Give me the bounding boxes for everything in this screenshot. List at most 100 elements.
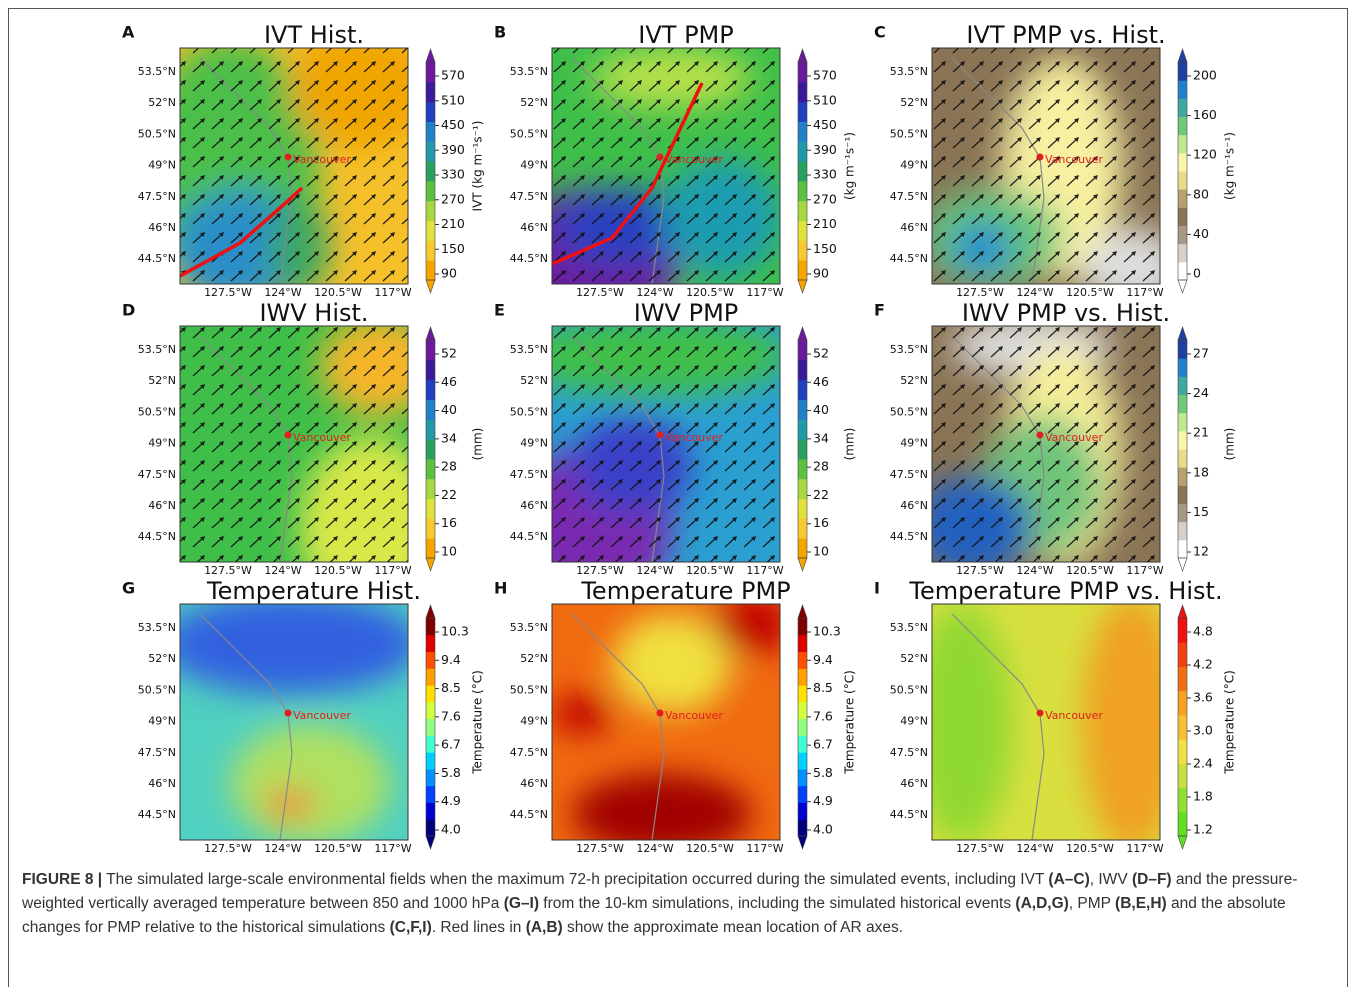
panel-letter: G [122,579,135,598]
colorbar-tick-label: 390 [441,142,465,157]
caption-segment: (A–C) [1048,871,1090,888]
colorbar-segment [426,419,435,440]
colorbar-tick-label: 120 [1193,147,1217,162]
figure-frame [8,8,1348,987]
lat-label: 46°N [148,777,176,790]
colorbar-segment [1178,152,1187,172]
colorbar-tick-label: 8.5 [441,680,461,695]
field-blob [180,604,408,694]
colorbar-extend [1177,835,1188,850]
map [180,604,408,840]
colorbar-border [425,617,436,837]
wind-arrows [552,48,780,284]
lon-label: 127.5°W [956,842,1004,855]
colorbar-segment [798,439,807,460]
panel-letter: C [874,23,886,42]
colorbar-segment [1178,243,1187,263]
colorbar-segment [1178,714,1187,740]
lat-label: 52°N [148,374,176,387]
colorbar-tick-label: 22 [441,487,457,502]
colorbar-tick-label: 4.2 [1193,657,1213,672]
wind-arrows [932,326,1160,562]
colorbar-segment [1178,261,1187,281]
city-marker [284,709,292,717]
lat-label: 52°N [900,652,928,665]
map [932,326,1160,562]
lat-label: 50.5°N [890,683,928,696]
lat-label: 47.5°N [138,746,176,759]
colorbar-segment [426,439,435,460]
city-marker [656,709,664,717]
lat-label: 53.5°N [890,343,928,356]
caption: FIGURE 8 | The simulated large-scale env… [22,868,1340,940]
lon-label: 117°W [374,564,411,577]
colorbar-segment [798,62,807,83]
lon-label: 120.5°W [1066,842,1114,855]
colorbar-segment [426,752,435,770]
colorbar-segment [798,220,807,241]
field-blob [712,604,780,654]
city-label: Vancouver [293,153,351,166]
caption-segment: (B,E,H) [1115,895,1167,912]
map [552,48,780,284]
colorbar-segment [1178,539,1187,559]
colorbar-tick-label: 150 [441,241,465,256]
colorbar-segment [1178,376,1187,395]
wind-arrows [552,326,780,562]
lat-label: 46°N [520,499,548,512]
lon-label: 127.5°W [204,842,252,855]
lon-label: 127.5°W [956,286,1004,299]
colorbar-segment [798,260,807,281]
colorbar-segment [798,618,807,636]
map-border [179,603,409,841]
lat-label: 44.5°N [510,530,548,543]
colorbar-segment [1178,642,1187,667]
colorbar-extend [797,279,808,294]
lat-label: 52°N [148,652,176,665]
lat-label: 46°N [900,777,928,790]
caption-segment: (G–I) [503,895,539,912]
map-border [931,603,1161,841]
lat-label: 49°N [900,159,928,172]
colorbar-tick-label: 10 [441,544,457,559]
city-marker [284,431,292,439]
colorbar-segment [798,340,807,361]
wind-arrows [180,48,408,284]
colorbar-segment [798,701,807,720]
lat-label: 53.5°N [138,65,176,78]
colorbar-extend [425,279,436,294]
map-border [179,325,409,563]
panel-title: IWV PMP vs. Hist. [962,299,1170,327]
colorbar-tick-label: 40 [441,402,457,417]
lat-label: 49°N [148,437,176,450]
colorbar-segment [798,518,807,539]
city-label: Vancouver [665,431,723,444]
colorbar-tick-label: 3.0 [1193,723,1213,738]
colorbar-tick-label: 150 [813,241,837,256]
colorbar-tick-label: 0 [1193,266,1201,281]
map-border [551,325,781,563]
colorbar-tick-label: 570 [813,68,837,83]
colorbar-tick-label: 9.4 [813,652,833,667]
colorbar-extend [425,326,436,341]
field-blob [552,694,612,734]
colorbar-segment [798,200,807,222]
lat-label: 52°N [900,96,928,109]
colorbar-label: (kg m⁻¹s⁻¹) [843,132,857,200]
colorbar-tick-label: 7.6 [441,708,461,723]
city-label: Vancouver [293,709,351,722]
colorbar-tick-label: 5.8 [813,765,833,780]
lat-label: 47.5°N [890,468,928,481]
colorbar-tick-label: 6.7 [441,737,461,752]
colorbar-tick-label: 7.6 [813,708,833,723]
colorbar-segment [1178,449,1187,468]
lat-label: 53.5°N [890,621,928,634]
panel-title: IVT PMP [638,21,733,49]
colorbar-segment [426,718,435,736]
colorbar-segment [798,379,807,400]
colorbar-tick-label: 12 [1193,544,1209,559]
lat-label: 50.5°N [138,683,176,696]
lat-label: 50.5°N [510,683,548,696]
lon-label: 117°W [1126,286,1163,299]
colorbar-segment [426,81,435,103]
